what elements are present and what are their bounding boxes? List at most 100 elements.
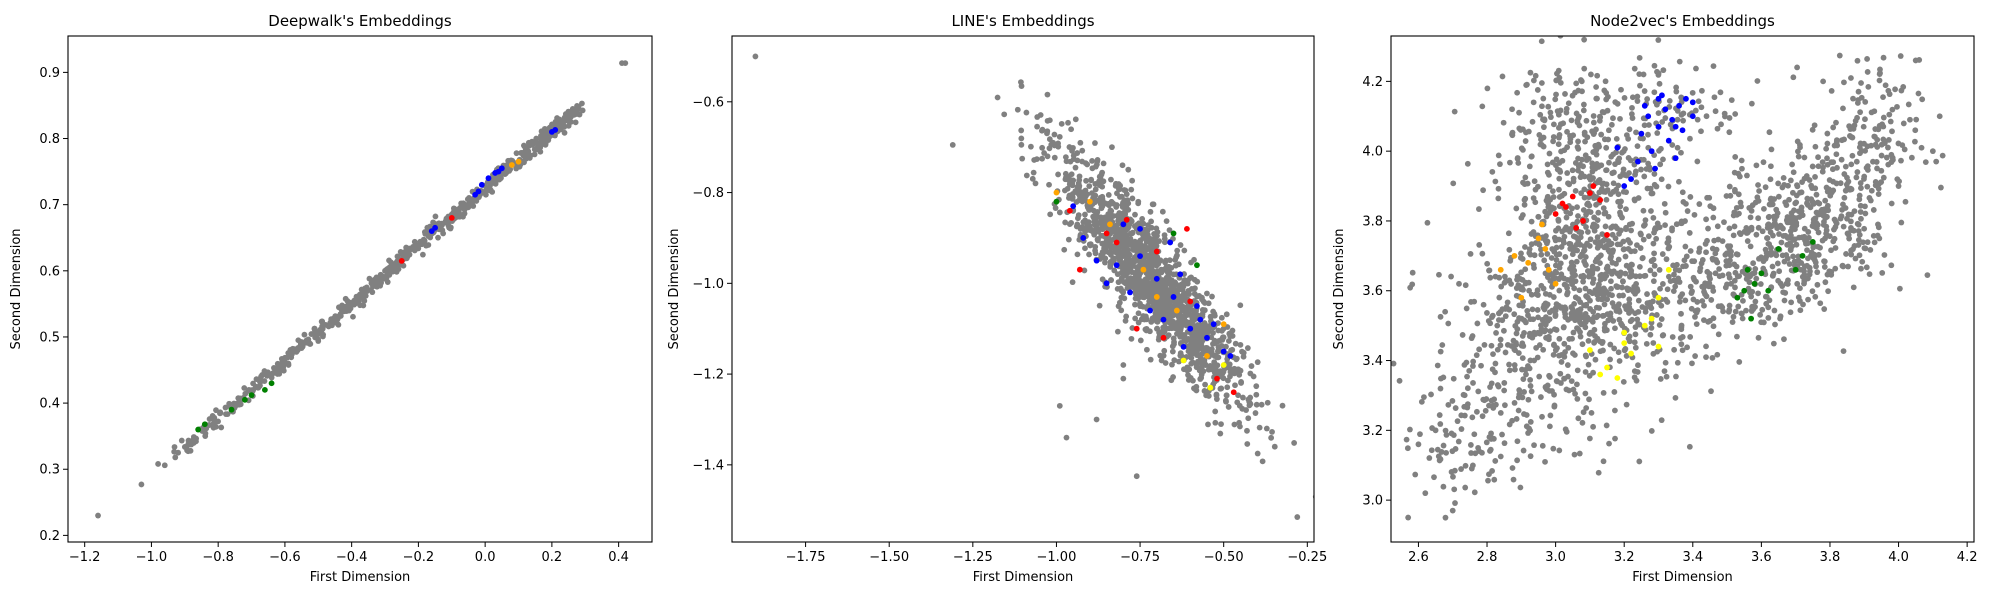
data-point <box>1583 405 1590 411</box>
data-point <box>1704 194 1711 201</box>
data-point <box>1791 236 1798 243</box>
x-tick-label: 3.2 <box>1614 550 1635 565</box>
data-point <box>1569 28 1575 34</box>
data-point <box>1582 152 1589 159</box>
data-point <box>1795 148 1801 155</box>
y-axis-label: Second Dimension <box>667 228 682 349</box>
data-point <box>1467 251 1474 257</box>
data-point <box>1623 401 1630 408</box>
data-point <box>1511 362 1518 368</box>
data-point <box>1096 182 1103 189</box>
x-tick-label: −0.25 <box>1287 550 1327 565</box>
data-point <box>1820 78 1827 85</box>
data-point <box>1105 213 1112 219</box>
data-point <box>1586 396 1592 403</box>
data-point <box>1530 77 1537 84</box>
data-point <box>1067 176 1073 183</box>
data-point <box>1599 231 1606 238</box>
data-point <box>1497 453 1504 460</box>
chart-title: Node2vec's Embeddings <box>1590 12 1775 30</box>
data-point <box>1797 298 1803 304</box>
data-point <box>1488 342 1495 349</box>
data-point <box>1519 355 1526 361</box>
data-point <box>1678 94 1685 101</box>
data-point <box>1631 368 1638 375</box>
data-point <box>1838 156 1845 163</box>
data-point <box>1659 251 1666 257</box>
data-point <box>1169 361 1175 368</box>
data-point <box>1195 358 1201 365</box>
data-point <box>288 351 295 358</box>
data-point <box>1875 221 1881 228</box>
data-point <box>404 245 410 252</box>
data-point <box>1184 364 1191 371</box>
data-point <box>1744 266 1751 273</box>
data-point <box>1254 359 1261 366</box>
data-point <box>1074 150 1081 156</box>
data-point <box>1752 298 1759 305</box>
data-point <box>1794 182 1800 189</box>
data-point <box>1164 268 1171 275</box>
data-point <box>1694 158 1701 165</box>
data-point <box>1229 333 1236 339</box>
data-point <box>1506 367 1513 374</box>
data-point <box>1536 342 1543 348</box>
data-point <box>1812 143 1819 150</box>
data-point <box>1665 273 1672 280</box>
data-point <box>1125 247 1132 254</box>
data-point <box>1540 346 1547 353</box>
data-point <box>171 444 178 450</box>
data-point <box>1581 65 1588 72</box>
chart-title: Deepwalk's Embeddings <box>268 12 452 30</box>
data-point <box>1524 180 1531 187</box>
data-point <box>1099 216 1106 223</box>
data-point <box>1815 229 1822 236</box>
data-point <box>1812 215 1819 222</box>
data-point <box>1552 96 1559 103</box>
data-point <box>1770 340 1777 347</box>
data-point <box>1848 186 1855 193</box>
y-tick-label: 3.6 <box>1362 284 1383 299</box>
data-point <box>1607 341 1614 348</box>
data-point <box>1097 201 1104 208</box>
data-point <box>423 242 429 249</box>
data-point <box>1753 162 1760 169</box>
data-point <box>1706 270 1713 277</box>
data-point <box>1689 288 1695 295</box>
data-point <box>1602 223 1609 230</box>
data-point <box>1694 116 1701 123</box>
data-point <box>1726 115 1733 121</box>
data-point <box>1680 199 1687 205</box>
data-point <box>521 142 527 149</box>
data-point <box>1509 417 1516 424</box>
data-point <box>1799 252 1806 259</box>
data-point <box>1525 430 1531 436</box>
data-point <box>470 203 477 209</box>
data-point <box>1031 157 1038 163</box>
data-point <box>1725 243 1731 250</box>
data-point <box>255 384 262 391</box>
data-point <box>534 145 541 152</box>
data-point <box>1583 117 1590 124</box>
data-point <box>374 283 380 290</box>
axes-frame <box>1390 35 1975 543</box>
data-point <box>1842 187 1849 194</box>
data-point <box>1161 347 1168 354</box>
data-point <box>1924 272 1931 278</box>
data-point <box>1197 316 1204 323</box>
data-point <box>1115 214 1122 221</box>
data-point <box>1880 94 1886 101</box>
data-point <box>1750 260 1757 267</box>
data-point <box>1672 155 1679 162</box>
x-tick-label: 4.0 <box>1888 550 1909 565</box>
data-point <box>1562 91 1568 97</box>
data-point <box>1080 235 1087 241</box>
data-point <box>1133 241 1140 248</box>
data-point <box>1494 322 1501 329</box>
data-point <box>1696 201 1703 207</box>
y-tick-label: 0.8 <box>39 132 60 147</box>
data-point <box>1545 336 1552 343</box>
data-point <box>1894 176 1901 183</box>
data-point <box>1637 230 1644 237</box>
data-point <box>1578 273 1585 280</box>
